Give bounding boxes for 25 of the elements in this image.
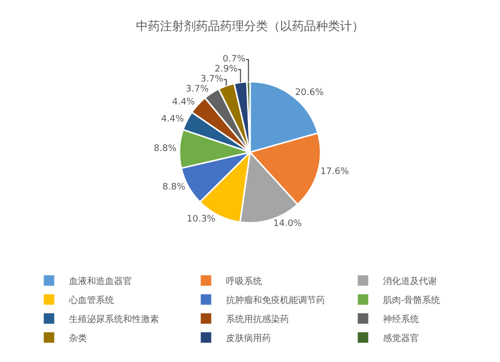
data-label: 4.4% bbox=[172, 97, 196, 108]
data-label: 8.8% bbox=[162, 182, 186, 193]
legend-label: 心血管系统 bbox=[68, 295, 114, 306]
data-label: 3.7% bbox=[200, 74, 224, 85]
legend-label: 神经系统 bbox=[383, 314, 419, 326]
data-label: 8.8% bbox=[154, 144, 178, 154]
legend-label: 杂类 bbox=[69, 333, 87, 344]
data-label: 10.3% bbox=[186, 214, 216, 224]
data-label: 14.0% bbox=[273, 219, 302, 230]
legend-label: 感觉器官 bbox=[383, 333, 419, 344]
legend-label: 系统用抗感染药 bbox=[226, 314, 289, 326]
data-label: 4.4% bbox=[161, 114, 184, 125]
legend-label: 血液和造血器官 bbox=[69, 276, 132, 288]
legend-label: 肌肉-骨骼系统 bbox=[383, 295, 440, 306]
legend-label: 抗肿瘤和免疫机能调节药 bbox=[226, 295, 325, 306]
data-label: 17.6% bbox=[320, 167, 350, 177]
data-label: 2.9% bbox=[214, 64, 238, 75]
data-label: 20.6% bbox=[295, 88, 324, 98]
data-label: 3.7% bbox=[186, 84, 210, 95]
legend-label: 皮肤病用药 bbox=[226, 333, 271, 344]
data-label: 0.7% bbox=[222, 54, 246, 65]
legend-label: 呼吸系统 bbox=[226, 276, 262, 288]
chart-title: 中药注射剂药品药理分类（以药品种类计） bbox=[136, 19, 364, 34]
legend-label: 生殖泌尿系统和性激素 bbox=[69, 314, 159, 326]
legend-label: 消化道及代谢 bbox=[383, 276, 437, 288]
